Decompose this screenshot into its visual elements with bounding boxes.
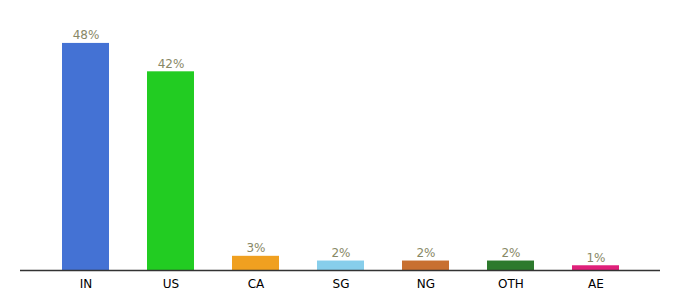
svg-text:48%: 48% [73,28,100,42]
svg-text:2%: 2% [331,246,350,260]
svg-text:CA: CA [248,277,265,291]
svg-text:NG: NG [417,277,435,291]
svg-text:2%: 2% [501,246,520,260]
svg-text:US: US [163,277,179,291]
svg-text:3%: 3% [246,241,265,255]
svg-text:SG: SG [333,277,350,291]
svg-text:AE: AE [588,277,604,291]
svg-text:42%: 42% [158,57,185,71]
svg-text:IN: IN [80,277,93,291]
svg-text:2%: 2% [416,246,435,260]
svg-text:1%: 1% [586,251,605,265]
svg-text:OTH: OTH [498,277,524,291]
